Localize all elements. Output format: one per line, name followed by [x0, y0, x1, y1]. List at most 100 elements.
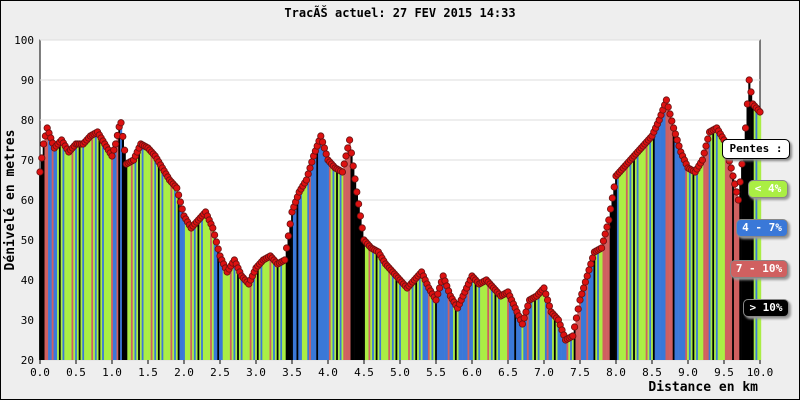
slope-bar	[298, 192, 301, 360]
slope-bar	[107, 150, 110, 360]
elevation-point	[302, 176, 310, 184]
elevation-point	[574, 305, 582, 313]
slope-bar	[433, 297, 436, 360]
slope-bar	[508, 296, 511, 360]
slope-bar	[526, 306, 529, 360]
elevation-point	[39, 140, 48, 148]
slope-bar	[346, 148, 349, 360]
slope-bar	[652, 132, 655, 360]
slope-bar	[134, 156, 137, 360]
slope-bar	[692, 171, 695, 360]
slope-bar	[262, 260, 265, 360]
slope-bar	[125, 164, 128, 360]
slope-bar	[636, 152, 639, 360]
slope-bar	[683, 160, 686, 360]
slope-bar	[699, 163, 702, 360]
slope-bar	[724, 147, 727, 360]
elevation-point	[675, 142, 683, 150]
elevation-point	[732, 188, 741, 196]
elevation-point	[727, 164, 735, 172]
slope-bar	[638, 150, 641, 360]
slope-bar	[472, 278, 475, 360]
slope-bar	[391, 272, 394, 360]
slope-bar	[381, 258, 384, 360]
slope-bar	[337, 170, 340, 360]
slope-bar	[660, 115, 663, 360]
slope-bar	[552, 314, 555, 360]
slope-bar	[480, 283, 483, 360]
elevation-point	[178, 205, 186, 213]
slope-bar	[543, 288, 546, 360]
slope-bar	[442, 276, 445, 360]
slope-bar	[528, 300, 531, 360]
slope-bar	[157, 162, 160, 360]
slope-bar	[291, 212, 294, 360]
slope-bar	[111, 156, 114, 360]
slope-bar	[591, 258, 594, 360]
slope-bar	[485, 280, 488, 360]
elevation-point	[662, 96, 671, 104]
slope-bar	[44, 136, 47, 360]
slope-bar	[566, 339, 569, 360]
elevation-point	[434, 290, 442, 298]
elevation-point	[340, 160, 348, 168]
slope-bar	[42, 144, 45, 360]
slope-bar	[458, 304, 461, 360]
slope-bar	[39, 172, 42, 360]
slope-bar	[141, 145, 144, 360]
slope-bar	[525, 312, 528, 360]
slope-bar	[118, 126, 121, 360]
slope-bar	[463, 292, 466, 360]
elevation-point	[175, 191, 183, 199]
slope-bar	[147, 148, 150, 360]
slope-bar	[202, 214, 205, 360]
slope-bar	[649, 138, 652, 360]
x-tick-label: 8.0	[606, 366, 626, 379]
slope-bar	[213, 235, 216, 360]
slope-bar	[102, 141, 105, 360]
slope-bar	[370, 248, 373, 360]
slope-bar	[91, 135, 94, 360]
elevation-point	[745, 76, 753, 84]
elevation-point	[173, 184, 181, 192]
x-tick-label: 2.0	[174, 366, 194, 379]
slope-bar	[84, 142, 87, 360]
elevation-point	[318, 138, 327, 146]
slope-bar	[696, 169, 699, 360]
slope-bar	[661, 110, 664, 360]
slope-bar	[204, 212, 207, 360]
slope-bar	[397, 278, 400, 360]
elevation-point	[605, 216, 613, 224]
slope-bar	[681, 156, 684, 360]
elevation-point	[666, 110, 674, 118]
legend-item: 4 - 7%	[736, 219, 788, 237]
elevation-point	[671, 130, 680, 138]
slope-bar	[105, 147, 108, 360]
elevation-point	[518, 320, 527, 328]
slope-bar	[283, 260, 286, 360]
slope-bar	[197, 220, 200, 360]
y-tick-labels: 20 30 40 50 60 70 80 90 100	[14, 34, 34, 367]
slope-bar	[183, 216, 186, 360]
slope-bar	[440, 282, 443, 360]
slope-bar	[318, 141, 321, 360]
slope-bar	[269, 256, 272, 360]
slope-bar	[426, 284, 429, 360]
slope-bar	[179, 202, 182, 360]
slope-bar	[625, 164, 628, 360]
slope-bar	[656, 124, 659, 360]
slope-bar	[159, 165, 162, 360]
slope-bar	[240, 276, 243, 360]
slope-bar	[292, 207, 295, 360]
slope-bar	[332, 166, 335, 360]
slope-bar	[280, 262, 283, 360]
y-tick-label: 70	[21, 154, 34, 167]
slope-bar	[192, 226, 195, 360]
slope-bar	[624, 166, 627, 360]
slope-bar	[460, 300, 463, 360]
elevation-point	[608, 194, 617, 202]
slope-bar	[496, 292, 499, 360]
x-tick-label: 1.0	[102, 366, 122, 379]
slope-bar	[40, 158, 43, 360]
slope-bar	[220, 260, 223, 360]
